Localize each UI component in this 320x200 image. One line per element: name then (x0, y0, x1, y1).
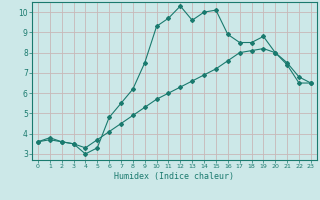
X-axis label: Humidex (Indice chaleur): Humidex (Indice chaleur) (115, 172, 234, 181)
